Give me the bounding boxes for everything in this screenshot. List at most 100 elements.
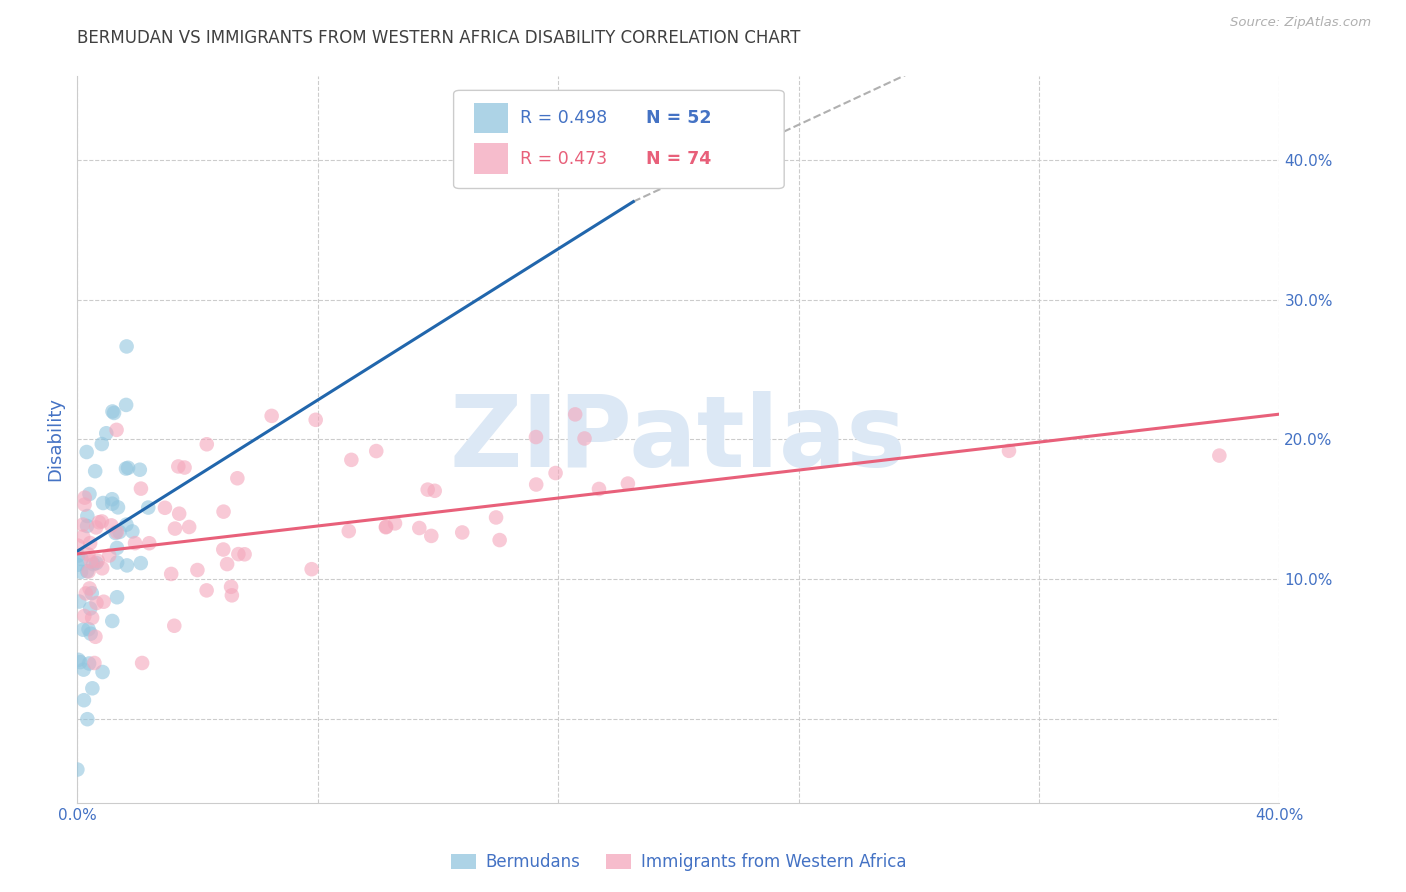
Point [79,601,101,615]
Point [131,656,153,670]
Text: N = 74: N = 74 [645,150,711,168]
Point [228,547,250,561]
Point [98,549,121,563]
Point [167,507,190,521]
Point [260,409,283,423]
Point [305,413,328,427]
Point [90,437,112,451]
Point [66,763,89,777]
Point [544,466,567,480]
Point [219,580,242,594]
Point [72,517,94,532]
Point [67,594,90,608]
Point [488,533,510,547]
Point [79,487,101,501]
Point [76,712,98,726]
Point [82,681,104,696]
Point [67,549,90,563]
Point [226,471,249,485]
Point [423,483,446,498]
Point [115,398,138,412]
Point [76,564,98,578]
Point [103,406,125,420]
Point [82,558,104,572]
Point [416,483,439,497]
Point [195,583,218,598]
Point [77,622,100,636]
Point [524,430,547,444]
Point [70,552,93,566]
Point [91,496,114,510]
Point [617,476,640,491]
Point [80,586,103,600]
Point [79,626,101,640]
Text: R = 0.498: R = 0.498 [520,109,607,127]
Point [186,563,208,577]
Point [115,517,138,532]
Point [77,565,100,579]
FancyBboxPatch shape [474,103,508,133]
Point [72,663,94,677]
Point [153,500,176,515]
Point [72,623,94,637]
Point [374,520,396,534]
Point [212,505,235,519]
Point [84,464,107,478]
Point [73,491,96,505]
Point [179,520,201,534]
Point [115,558,138,573]
Point [173,460,195,475]
Point [93,595,115,609]
Point [195,437,218,451]
Point [108,524,131,539]
Point [124,536,146,550]
Point [107,500,129,515]
Point [66,539,89,553]
Point [69,655,91,669]
Point [1208,449,1230,463]
Point [160,566,183,581]
Point [167,459,190,474]
Point [136,500,159,515]
Point [420,529,443,543]
Point [75,586,97,600]
Point [77,548,100,562]
Point [163,522,186,536]
Legend: Bermudans, Immigrants from Western Africa: Bermudans, Immigrants from Western Afric… [444,847,912,878]
Point [73,498,96,512]
Point [70,565,93,579]
Point [91,665,114,679]
Point [129,482,152,496]
Point [73,609,96,624]
Text: BERMUDAN VS IMMIGRANTS FROM WESTERN AFRICA DISABILITY CORRELATION CHART: BERMUDAN VS IMMIGRANTS FROM WESTERN AFRI… [77,29,800,46]
Point [79,536,101,550]
Point [384,516,406,531]
Point [101,404,124,418]
Point [233,547,256,561]
Point [101,614,124,628]
Point [485,510,508,524]
Point [524,477,547,491]
Point [117,460,139,475]
Point [340,453,363,467]
Point [128,463,150,477]
Point [564,408,586,422]
Text: Source: ZipAtlas.com: Source: ZipAtlas.com [1230,16,1371,29]
Point [217,557,239,571]
Point [138,536,160,550]
Point [129,556,152,570]
Point [221,588,243,602]
Text: R = 0.473: R = 0.473 [520,150,607,168]
Point [115,461,138,475]
Point [375,519,398,533]
Point [105,556,128,570]
FancyBboxPatch shape [454,90,785,188]
Text: N = 52: N = 52 [645,109,711,127]
Point [163,619,186,633]
Point [91,561,114,575]
Point [84,556,107,570]
Point [105,541,128,555]
Point [588,482,610,496]
Point [86,596,108,610]
FancyBboxPatch shape [474,144,508,174]
